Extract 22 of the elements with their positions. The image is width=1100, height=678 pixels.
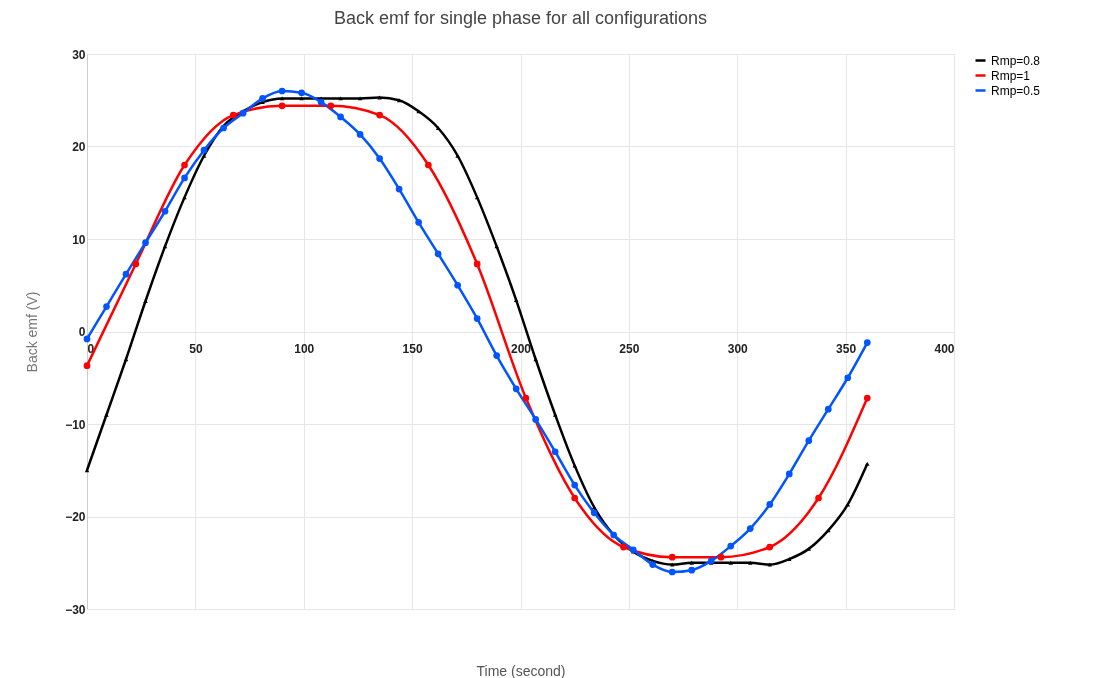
- x-tick-label: 300: [727, 342, 749, 356]
- x-tick-label: 100: [294, 342, 315, 356]
- chart-title: Back emf for single phase for all configurations: [333, 8, 708, 28]
- x-tick-label: 400: [934, 342, 955, 356]
- legend-label: Rmp=0.5: [991, 83, 1041, 98]
- x-tick-label: 350: [836, 342, 857, 356]
- x-tick-label: 250: [619, 342, 640, 356]
- y-tick-label: 20: [72, 140, 86, 154]
- x-tick-label: 200: [510, 342, 532, 356]
- y-tick-label: 0: [78, 325, 86, 339]
- legend-label: Rmp=0.8: [991, 53, 1041, 68]
- x-tick-label: 150: [402, 342, 423, 356]
- y-tick-label: −30: [65, 602, 86, 617]
- y-tick-label: 30: [72, 47, 86, 62]
- y-axis-title: Back emf (V): [24, 291, 41, 373]
- y-tick-label: 10: [72, 232, 86, 247]
- legend-label: Rmp=1: [991, 68, 1031, 83]
- y-tick-label: −10: [65, 417, 86, 432]
- x-axis-title: Time (second): [476, 662, 566, 678]
- x-tick-label: 50: [189, 342, 203, 356]
- y-tick-label: −20: [65, 510, 86, 524]
- x-tick-label: 0: [87, 342, 95, 356]
